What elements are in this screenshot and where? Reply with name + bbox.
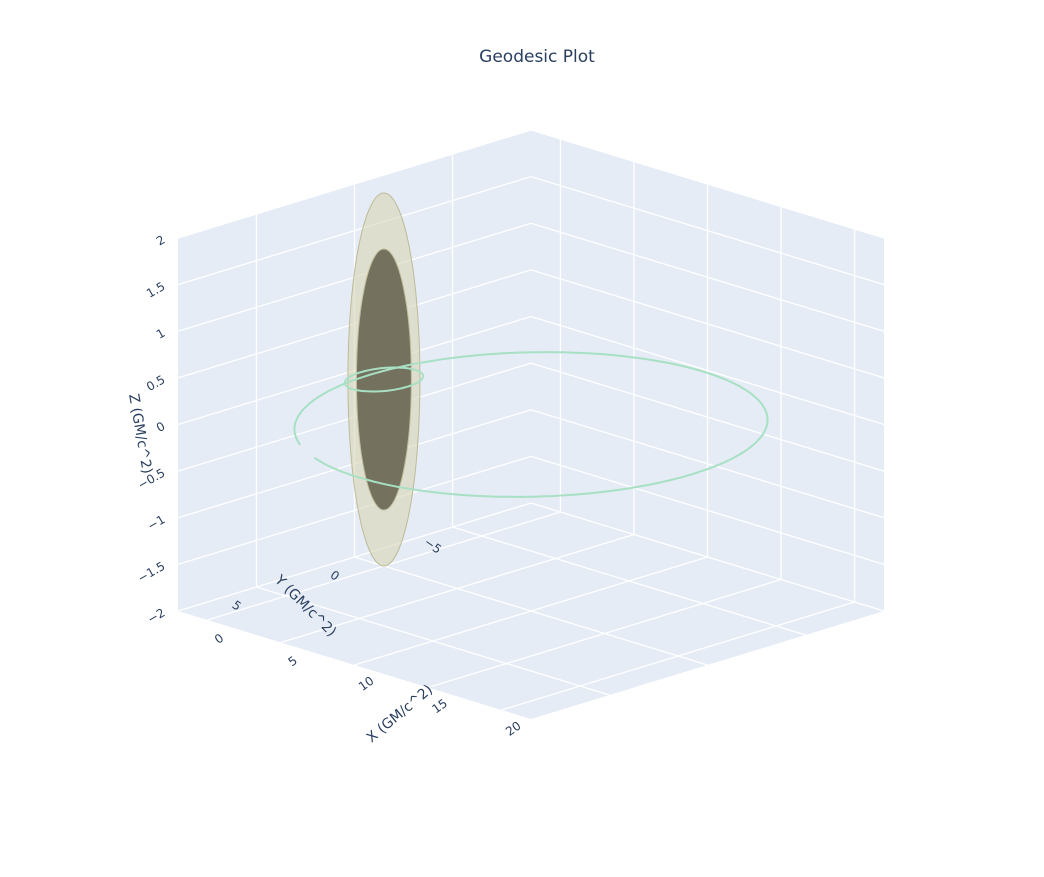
scene-gridlines <box>177 129 885 711</box>
z-tick-label: −1 <box>145 512 167 533</box>
chart-title: Geodesic Plot <box>479 47 595 67</box>
x-tick-label: 20 <box>503 719 524 739</box>
z-gridline <box>177 176 532 286</box>
z-tick-label: 0.5 <box>144 372 168 394</box>
z-gridline <box>530 176 885 286</box>
z-gridline <box>530 222 885 332</box>
z-axis-title: Z (GM/c^2) <box>125 393 155 476</box>
z-gridline <box>177 455 532 565</box>
x-axis-title: X (GM/c^2) <box>364 682 436 746</box>
scene-panes <box>178 130 884 719</box>
y-gridline <box>452 526 806 636</box>
x-tick-label: 10 <box>356 674 377 694</box>
z-gridline <box>530 362 885 472</box>
y-gridline <box>354 556 708 666</box>
scene-traces <box>293 351 769 498</box>
x-tick-label: 5 <box>286 653 300 669</box>
z-tick-label: 1.5 <box>144 279 168 301</box>
z-tick-label: −1.5 <box>135 559 167 586</box>
event-horizon-surface <box>355 248 412 511</box>
z-tick-label: 2 <box>154 232 168 248</box>
z-gridline <box>530 129 885 239</box>
z-tick-label: −2 <box>145 605 167 626</box>
z-gridline <box>530 269 885 379</box>
z-tick-label: 0 <box>154 419 168 435</box>
y-gridline <box>256 586 610 696</box>
z-gridline <box>530 315 885 426</box>
z-tick-label: 1 <box>154 326 168 342</box>
x-tick-label: 0 <box>212 631 226 647</box>
z-gridline <box>177 502 532 612</box>
geodesic-orbit-line <box>293 351 769 498</box>
x-tick-label: 15 <box>429 696 450 716</box>
geodesic-inner-loop <box>343 366 425 393</box>
scene-surfaces <box>347 192 421 567</box>
z-gridline <box>530 502 885 612</box>
z-gridline <box>530 455 885 565</box>
z-gridline <box>177 129 532 239</box>
z-gridline <box>530 409 885 519</box>
